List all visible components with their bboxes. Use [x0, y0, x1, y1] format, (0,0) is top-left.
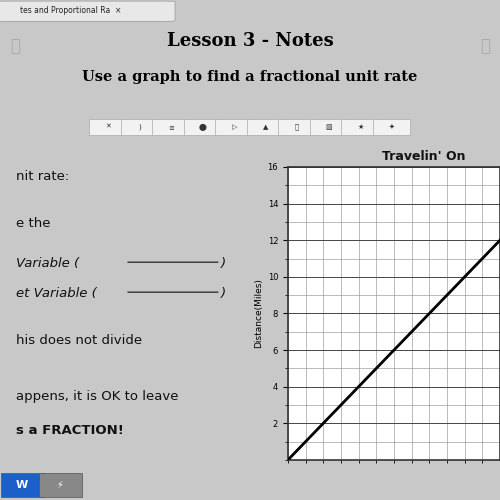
Text: Variable (: Variable (	[16, 257, 79, 270]
Text: s a FRACTION!: s a FRACTION!	[16, 424, 124, 436]
Text: ✦: ✦	[389, 124, 394, 130]
FancyBboxPatch shape	[216, 119, 253, 135]
Text: ⚡: ⚡	[56, 480, 64, 490]
Text: e the: e the	[16, 217, 50, 230]
Text: Lesson 3 - Notes: Lesson 3 - Notes	[166, 32, 334, 50]
Text: ▲: ▲	[263, 124, 268, 130]
Text: ✋: ✋	[480, 37, 490, 54]
Text: ): )	[220, 257, 226, 270]
FancyBboxPatch shape	[39, 472, 82, 498]
FancyBboxPatch shape	[278, 119, 316, 135]
FancyBboxPatch shape	[373, 119, 410, 135]
Y-axis label: Distance(Miles): Distance(Miles)	[254, 278, 264, 348]
Text: ▷: ▷	[232, 124, 237, 130]
FancyBboxPatch shape	[247, 119, 284, 135]
Text: tes and Proportional Ra  ×: tes and Proportional Ra ×	[20, 6, 122, 15]
FancyBboxPatch shape	[121, 119, 158, 135]
Text: W: W	[16, 480, 28, 490]
Text: appens, it is OK to leave: appens, it is OK to leave	[16, 390, 178, 403]
Text: ✕: ✕	[106, 124, 111, 130]
FancyBboxPatch shape	[342, 119, 379, 135]
FancyBboxPatch shape	[0, 1, 175, 21]
Text: nit rate:: nit rate:	[16, 170, 69, 183]
Text: Use a graph to find a fractional unit rate: Use a graph to find a fractional unit ra…	[82, 70, 417, 84]
Text: ≅: ≅	[168, 124, 174, 130]
Text: et Variable (: et Variable (	[16, 287, 96, 300]
FancyBboxPatch shape	[184, 119, 222, 135]
Text: ): )	[138, 124, 141, 130]
FancyBboxPatch shape	[1, 472, 43, 498]
Text: ⬤: ⬤	[199, 124, 206, 130]
Text: Travelin' On: Travelin' On	[382, 150, 466, 164]
Text: ✋: ✋	[10, 37, 20, 54]
FancyBboxPatch shape	[310, 119, 348, 135]
Text: ★: ★	[357, 124, 364, 130]
Text: ): )	[220, 287, 226, 300]
FancyBboxPatch shape	[152, 119, 190, 135]
Text: his does not divide: his does not divide	[16, 334, 142, 346]
Text: ⛰: ⛰	[295, 124, 300, 130]
Text: ▨: ▨	[326, 124, 332, 130]
FancyBboxPatch shape	[90, 119, 127, 135]
